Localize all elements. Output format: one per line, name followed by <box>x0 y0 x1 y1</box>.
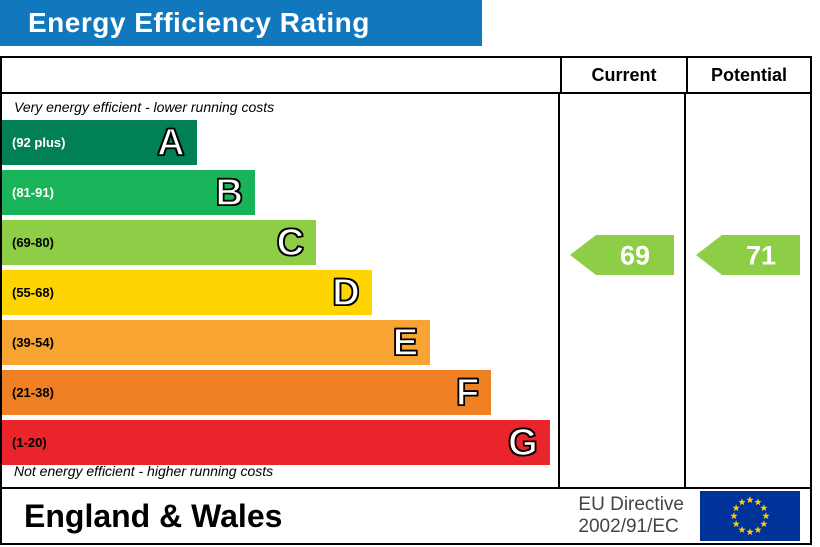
potential-arrow-shape <box>696 235 800 275</box>
band-b: (81-91) B <box>2 170 255 215</box>
rating-bands: (92 plus) A (81-91) B (69-80) C (55-68) … <box>2 120 558 465</box>
band-d: (55-68) D <box>2 270 372 315</box>
band-b-range: (81-91) <box>12 185 54 200</box>
chart-title: Energy Efficiency Rating <box>28 7 370 38</box>
band-e-letter: E <box>392 321 419 364</box>
table-header-row: Current Potential <box>2 58 810 94</box>
potential-rating-value: 71 <box>746 241 776 271</box>
potential-column-header: Potential <box>686 58 810 92</box>
bottom-note: Not energy efficient - higher running co… <box>14 463 274 479</box>
band-c-range: (69-80) <box>12 235 54 250</box>
band-g: (1-20) G <box>2 420 550 465</box>
current-rating-value: 69 <box>620 241 650 271</box>
band-a-range: (92 plus) <box>12 135 66 150</box>
band-a-letter: A <box>156 121 185 164</box>
band-d-letter: D <box>332 271 361 314</box>
current-arrow-shape <box>570 235 674 275</box>
chart-title-bar: Energy Efficiency Rating <box>0 0 482 46</box>
eu-directive-line2: 2002/91/EC <box>578 516 679 537</box>
band-f-letter: F <box>455 371 480 414</box>
header-spacer <box>2 58 560 92</box>
band-c-letter: C <box>276 221 305 264</box>
band-f-range: (21-38) <box>12 385 54 400</box>
current-rating-arrow: 69 <box>570 235 674 275</box>
eu-directive-line1: EU Directive <box>578 494 684 516</box>
band-e: (39-54) E <box>2 320 431 365</box>
region-label: England & Wales <box>24 497 283 534</box>
band-g-letter: G <box>507 421 538 464</box>
potential-column-divider <box>684 94 686 487</box>
top-note: Very energy efficient - lower running co… <box>14 99 275 115</box>
current-column-header: Current <box>560 58 686 92</box>
band-d-range: (55-68) <box>12 285 54 300</box>
potential-rating-arrow: 71 <box>696 235 800 275</box>
band-g-range: (1-20) <box>12 435 47 450</box>
rating-table: Current Potential Very energy efficient … <box>0 56 812 545</box>
table-body: Very energy efficient - lower running co… <box>2 94 810 487</box>
band-b-letter: B <box>215 171 244 214</box>
band-a: (92 plus) A <box>2 120 197 165</box>
eu-flag-icon <box>700 491 800 541</box>
band-e-range: (39-54) <box>12 335 54 350</box>
band-c: (69-80) C <box>2 220 317 265</box>
eu-directive-label: EU Directive 2002/91/EC <box>578 494 684 538</box>
band-f: (21-38) F <box>2 370 492 415</box>
current-column-divider <box>558 94 560 487</box>
table-footer: England & Wales EU Directive 2002/91/EC <box>2 487 810 543</box>
